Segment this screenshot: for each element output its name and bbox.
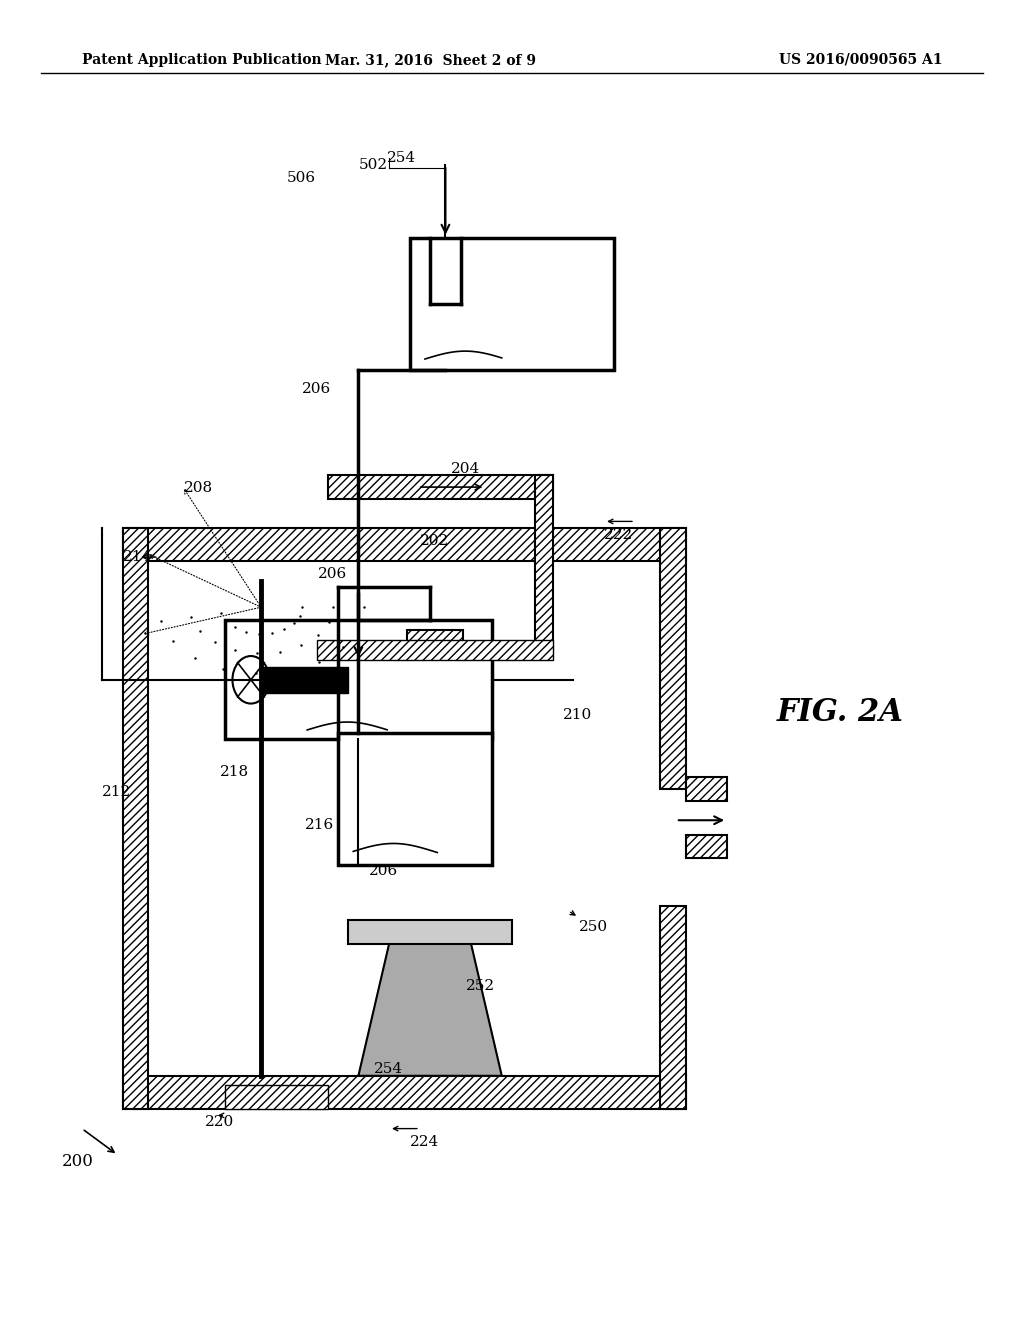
Polygon shape — [358, 944, 502, 1076]
Bar — [123, 528, 148, 1109]
Text: 250: 250 — [579, 920, 607, 933]
Bar — [660, 528, 686, 789]
Bar — [317, 640, 553, 660]
Text: 216: 216 — [305, 818, 335, 832]
Text: 214: 214 — [123, 550, 153, 564]
Bar — [410, 238, 614, 370]
Text: 206: 206 — [302, 383, 332, 396]
Bar — [535, 475, 553, 653]
Text: 252: 252 — [466, 979, 495, 993]
Bar — [328, 475, 553, 499]
Text: 224: 224 — [410, 1135, 439, 1148]
Bar — [123, 1076, 686, 1109]
Bar — [348, 920, 512, 944]
Text: 206: 206 — [317, 568, 347, 581]
Bar — [686, 777, 727, 801]
Bar — [407, 630, 463, 653]
Text: Patent Application Publication: Patent Application Publication — [82, 53, 322, 67]
Bar — [338, 733, 492, 865]
Text: 222: 222 — [604, 528, 634, 541]
Text: 206: 206 — [369, 865, 398, 878]
Text: 202: 202 — [420, 535, 450, 548]
Text: 218: 218 — [220, 766, 249, 779]
Text: Mar. 31, 2016  Sheet 2 of 9: Mar. 31, 2016 Sheet 2 of 9 — [325, 53, 536, 67]
Text: 254: 254 — [387, 152, 416, 165]
Text: 502: 502 — [358, 158, 387, 172]
Text: FIG. 2A: FIG. 2A — [776, 697, 903, 729]
Bar — [123, 528, 686, 561]
Bar — [660, 906, 686, 1109]
Text: 210: 210 — [563, 709, 593, 722]
Text: US 2016/0090565 A1: US 2016/0090565 A1 — [778, 53, 942, 67]
Bar — [225, 1085, 328, 1109]
Text: 212: 212 — [102, 785, 132, 799]
Text: 254: 254 — [374, 1063, 402, 1076]
Text: 200: 200 — [61, 1154, 93, 1170]
Text: 220: 220 — [205, 1115, 234, 1129]
Text: 506: 506 — [287, 172, 315, 185]
Bar — [686, 834, 727, 858]
Bar — [225, 620, 492, 739]
Text: 204: 204 — [451, 462, 480, 475]
Text: 208: 208 — [184, 482, 213, 495]
